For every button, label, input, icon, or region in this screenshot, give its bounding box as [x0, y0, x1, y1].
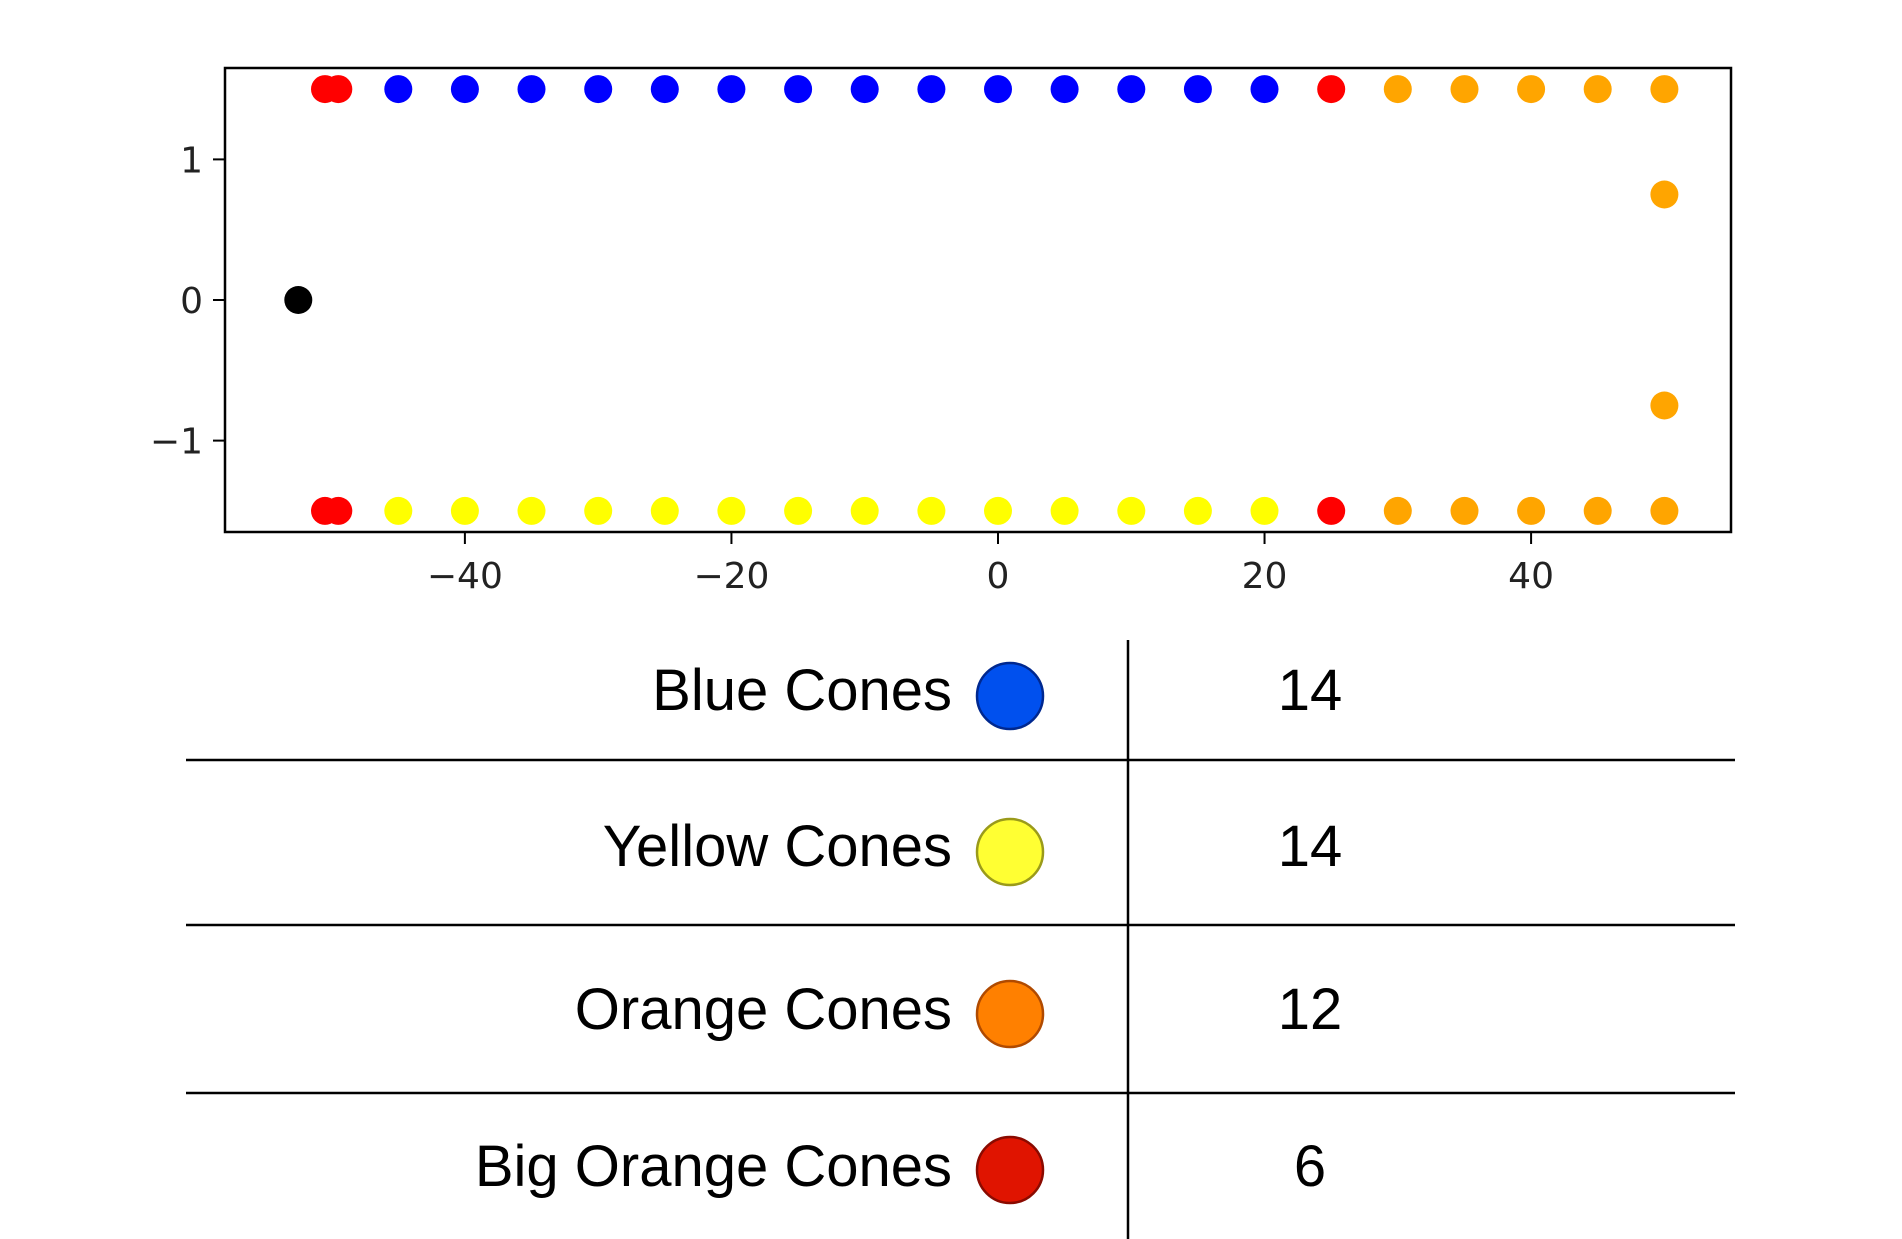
x-tick-label: −40 — [427, 556, 503, 597]
yellow-cone-point — [784, 496, 813, 525]
big-orange-cone-swatch — [975, 1135, 1045, 1205]
orange-cone-point — [1517, 75, 1546, 104]
y-axis: 1 0 −1 — [150, 140, 225, 463]
big-orange-cone-point — [1317, 496, 1346, 525]
car-position-point — [284, 286, 313, 314]
yellow-cone-point — [450, 496, 479, 525]
yellow-cone-point — [517, 496, 546, 525]
orange-cone-point — [1517, 496, 1546, 525]
blue-cone-swatch — [975, 661, 1045, 731]
table-row: Yellow Cones 14 — [603, 814, 1343, 887]
blue-cone-point — [917, 75, 946, 104]
orange-cone-point — [1650, 75, 1679, 104]
blue-cone-point — [1050, 75, 1079, 104]
yellow-cone-point — [1117, 496, 1146, 525]
blue-cone-point — [784, 75, 813, 104]
orange-cone-swatch — [975, 979, 1045, 1049]
row-count: 14 — [1278, 658, 1343, 723]
row-count: 6 — [1294, 1134, 1326, 1199]
x-axis: −40 −20 0 20 40 — [427, 532, 1554, 597]
y-tick-label: −1 — [150, 422, 203, 463]
blue-cone-point — [384, 75, 413, 104]
y-tick-label: 0 — [180, 281, 203, 322]
plot-marks — [284, 75, 1679, 525]
blue-cone-point — [650, 75, 679, 104]
x-tick-label: 40 — [1508, 556, 1554, 597]
orange-cone-point — [1583, 496, 1612, 525]
row-count: 14 — [1278, 814, 1343, 879]
blue-cone-point — [1117, 75, 1146, 104]
table-row: Orange Cones 12 — [575, 977, 1343, 1049]
big-orange-cone-point — [324, 75, 353, 104]
yellow-cone-point — [850, 496, 879, 525]
orange-cone-point — [1450, 496, 1479, 525]
row-count: 12 — [1278, 977, 1343, 1042]
yellow-cone-point — [650, 496, 679, 525]
yellow-cone-point — [1183, 496, 1212, 525]
row-label: Yellow Cones — [603, 814, 952, 879]
yellow-cone-point — [984, 496, 1012, 525]
orange-cone-point — [1450, 75, 1479, 104]
row-label: Big Orange Cones — [475, 1134, 952, 1199]
orange-cone-point — [1383, 75, 1412, 104]
yellow-cone-point — [917, 496, 946, 525]
blue-cone-point — [717, 75, 746, 104]
orange-cone-point — [1583, 75, 1612, 104]
big-orange-cone-point — [324, 496, 353, 525]
blue-cone-point — [517, 75, 546, 104]
x-tick-label: −20 — [693, 556, 769, 597]
cone-scatter-plot: −40 −20 0 20 40 1 0 −1 — [150, 66, 1733, 597]
x-tick-label: 20 — [1242, 556, 1288, 597]
yellow-cone-point — [717, 496, 746, 525]
orange-cone-point — [1650, 391, 1679, 420]
orange-cone-point — [1383, 496, 1412, 525]
orange-cone-point — [1650, 496, 1679, 525]
yellow-cone-point — [1250, 496, 1279, 525]
table-row: Blue Cones 14 — [652, 658, 1343, 731]
orange-cone-point — [1650, 180, 1679, 209]
y-tick-label: 1 — [180, 140, 203, 181]
blue-cone-point — [1250, 75, 1279, 104]
blue-cone-point — [1183, 75, 1212, 104]
yellow-cone-swatch — [975, 817, 1045, 887]
x-tick-label: 0 — [987, 556, 1010, 597]
table-row: Big Orange Cones 6 — [475, 1134, 1326, 1205]
row-label: Blue Cones — [652, 658, 952, 723]
blue-cone-point — [850, 75, 879, 104]
row-label: Orange Cones — [575, 977, 952, 1042]
yellow-cone-point — [384, 496, 413, 525]
yellow-cone-point — [584, 496, 613, 525]
blue-cone-point — [584, 75, 613, 104]
blue-cone-point — [450, 75, 479, 104]
blue-cone-point — [984, 75, 1012, 104]
yellow-cone-point — [1050, 496, 1079, 525]
big-orange-cone-point — [1317, 75, 1346, 104]
